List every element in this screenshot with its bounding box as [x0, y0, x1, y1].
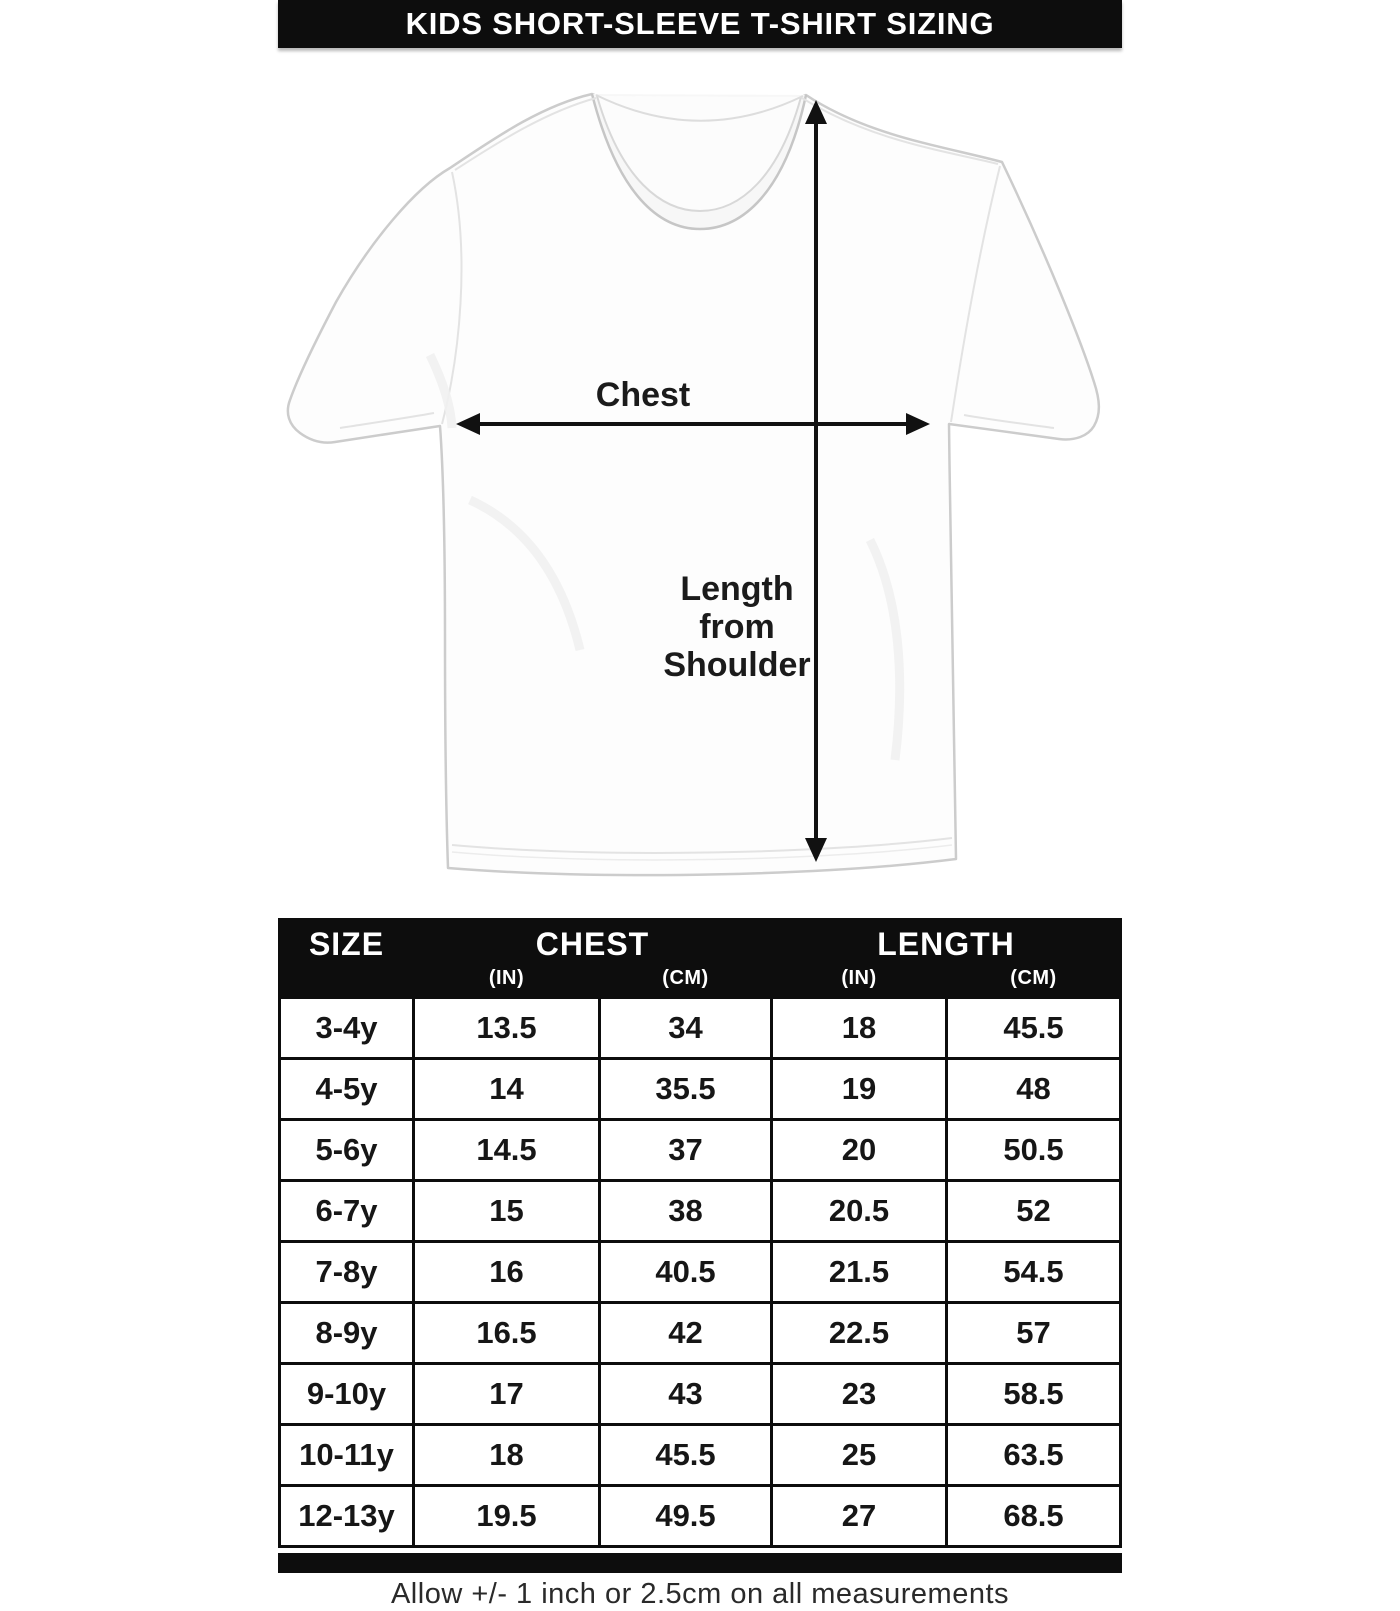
cell-chest-in: 18	[415, 1426, 598, 1484]
cell-length-in: 23	[773, 1365, 945, 1423]
size-table: SIZE CHEST (IN) (CM) LENGTH (IN) (CM) 3-…	[278, 918, 1122, 1548]
cell-chest-in: 16	[415, 1243, 598, 1301]
table-bottom-bar	[278, 1553, 1122, 1573]
cell-length-cm: 48	[948, 1060, 1119, 1118]
cell-chest-cm: 40.5	[601, 1243, 770, 1301]
cell-chest-in: 13.5	[415, 999, 598, 1057]
cell-chest-cm: 35.5	[601, 1060, 770, 1118]
wrinkle-shading	[425, 353, 905, 761]
collar	[590, 93, 808, 231]
cell-size: 8-9y	[281, 1304, 412, 1362]
header-size-group: SIZE	[281, 921, 412, 999]
header-length-group: LENGTH (IN) (CM)	[773, 921, 1119, 999]
cell-size: 12-13y	[281, 1487, 412, 1545]
header-chest-group: CHEST (IN) (CM)	[415, 921, 770, 999]
cell-length-cm: 58.5	[948, 1365, 1119, 1423]
cell-size: 6-7y	[281, 1182, 412, 1240]
cell-length-cm: 50.5	[948, 1121, 1119, 1179]
chest-arrow	[456, 413, 930, 435]
cell-chest-in: 14.5	[415, 1121, 598, 1179]
cell-chest-in: 15	[415, 1182, 598, 1240]
cell-length-in: 18	[773, 999, 945, 1057]
header-size: SIZE	[308, 925, 385, 962]
seam-lines	[339, 97, 1055, 854]
cell-length-in: 21.5	[773, 1243, 945, 1301]
cell-length-cm: 54.5	[948, 1243, 1119, 1301]
cell-chest-cm: 42	[601, 1304, 770, 1362]
length-label-line1: Length	[680, 570, 793, 608]
cell-length-cm: 63.5	[948, 1426, 1119, 1484]
chest-label: Chest	[596, 376, 690, 414]
length-label-line2: from	[699, 608, 775, 646]
cell-size: 9-10y	[281, 1365, 412, 1423]
table-body: 3-4y 13.5 34 18 45.5 4-5y 14 35.5 19 48 …	[281, 999, 1119, 1545]
title-bar: KIDS SHORT-SLEEVE T-SHIRT SIZING	[278, 0, 1122, 48]
cell-chest-cm: 49.5	[601, 1487, 770, 1545]
header-chest-in: (IN)	[488, 967, 525, 989]
header-length-cm: (CM)	[1010, 967, 1057, 989]
cell-length-in: 20.5	[773, 1182, 945, 1240]
cell-size: 10-11y	[281, 1426, 412, 1484]
cell-length-in: 27	[773, 1487, 945, 1545]
cell-length-in: 20	[773, 1121, 945, 1179]
cell-size: 3-4y	[281, 999, 412, 1057]
cell-chest-cm: 43	[601, 1365, 770, 1423]
tshirt-graphic	[286, 92, 1101, 877]
cell-chest-in: 16.5	[415, 1304, 598, 1362]
cell-length-in: 25	[773, 1426, 945, 1484]
cell-chest-cm: 34	[601, 999, 770, 1057]
header-length-in: (IN)	[841, 967, 877, 989]
cell-length-in: 19	[773, 1060, 945, 1118]
header-length: LENGTH	[877, 925, 1015, 962]
length-label-line3: Shoulder	[663, 646, 810, 684]
footer-note: Allow +/- 1 inch or 2.5cm on all measure…	[390, 1578, 1010, 1610]
cell-length-cm: 52	[948, 1182, 1119, 1240]
length-arrow	[805, 100, 827, 862]
cell-chest-in: 14	[415, 1060, 598, 1118]
cell-length-cm: 68.5	[948, 1487, 1119, 1545]
cell-size: 5-6y	[281, 1121, 412, 1179]
cell-chest-cm: 38	[601, 1182, 770, 1240]
table-header: SIZE CHEST (IN) (CM) LENGTH (IN) (CM)	[281, 921, 1119, 999]
header-chest: CHEST	[535, 925, 650, 962]
page-title: KIDS SHORT-SLEEVE T-SHIRT SIZING	[405, 6, 995, 41]
cell-chest-cm: 37	[601, 1121, 770, 1179]
header-chest-cm: (CM)	[662, 967, 709, 989]
tshirt-diagram: Chest Length from Shoulder	[286, 92, 1101, 877]
cell-size: 7-8y	[281, 1243, 412, 1301]
cell-chest-in: 17	[415, 1365, 598, 1423]
cell-length-cm: 57	[948, 1304, 1119, 1362]
cell-length-cm: 45.5	[948, 999, 1119, 1057]
cell-length-in: 22.5	[773, 1304, 945, 1362]
cell-chest-cm: 45.5	[601, 1426, 770, 1484]
cell-chest-in: 19.5	[415, 1487, 598, 1545]
cell-size: 4-5y	[281, 1060, 412, 1118]
